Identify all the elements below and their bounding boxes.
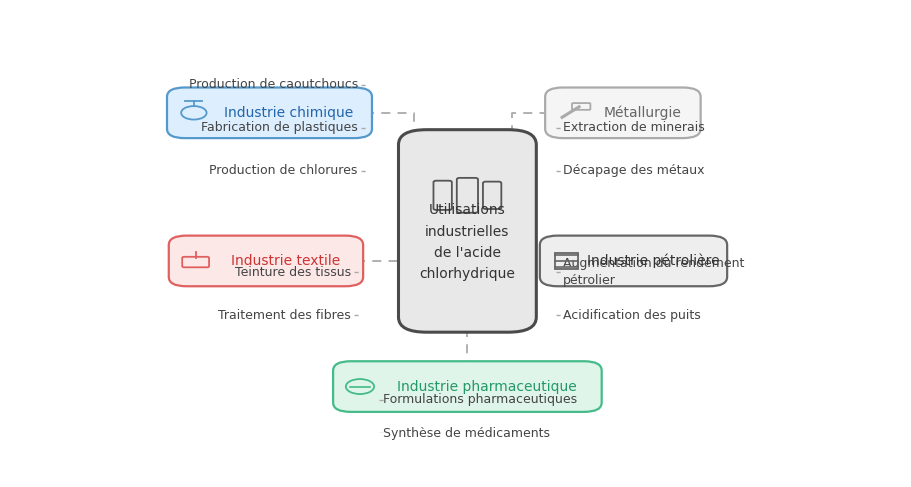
FancyBboxPatch shape — [398, 130, 536, 332]
Text: Production de chlorures: Production de chlorures — [210, 165, 357, 177]
FancyBboxPatch shape — [333, 361, 601, 412]
Text: Acidification des puits: Acidification des puits — [562, 309, 700, 322]
FancyBboxPatch shape — [545, 88, 700, 138]
Text: Synthèse de médicaments: Synthèse de médicaments — [383, 427, 549, 440]
Text: Formulations pharmaceutiques: Formulations pharmaceutiques — [383, 393, 576, 406]
Text: Industrie chimique: Industrie chimique — [224, 106, 353, 120]
FancyBboxPatch shape — [167, 88, 372, 138]
Text: Utilisations
industrielles
de l'acide
chlorhydrique: Utilisations industrielles de l'acide ch… — [419, 204, 515, 281]
Text: Métallurgie: Métallurgie — [603, 106, 681, 120]
Text: Extraction de minerais: Extraction de minerais — [562, 121, 704, 134]
Text: Production de caoutchoucs: Production de caoutchoucs — [189, 78, 357, 91]
FancyBboxPatch shape — [539, 236, 726, 286]
Text: Décapage des métaux: Décapage des métaux — [562, 165, 703, 177]
Text: Augmentation du rendement
pétrolier: Augmentation du rendement pétrolier — [562, 257, 743, 287]
Text: Industrie pharmaceutique: Industrie pharmaceutique — [396, 379, 576, 393]
Text: Traitement des fibres: Traitement des fibres — [218, 309, 351, 322]
Text: Teinture des tissus: Teinture des tissus — [234, 266, 351, 279]
FancyBboxPatch shape — [169, 236, 363, 286]
Text: Fabrication de plastiques: Fabrication de plastiques — [200, 121, 357, 134]
Text: Industrie textile: Industrie textile — [230, 254, 340, 268]
Text: Industrie pétrolière: Industrie pétrolière — [586, 254, 719, 268]
